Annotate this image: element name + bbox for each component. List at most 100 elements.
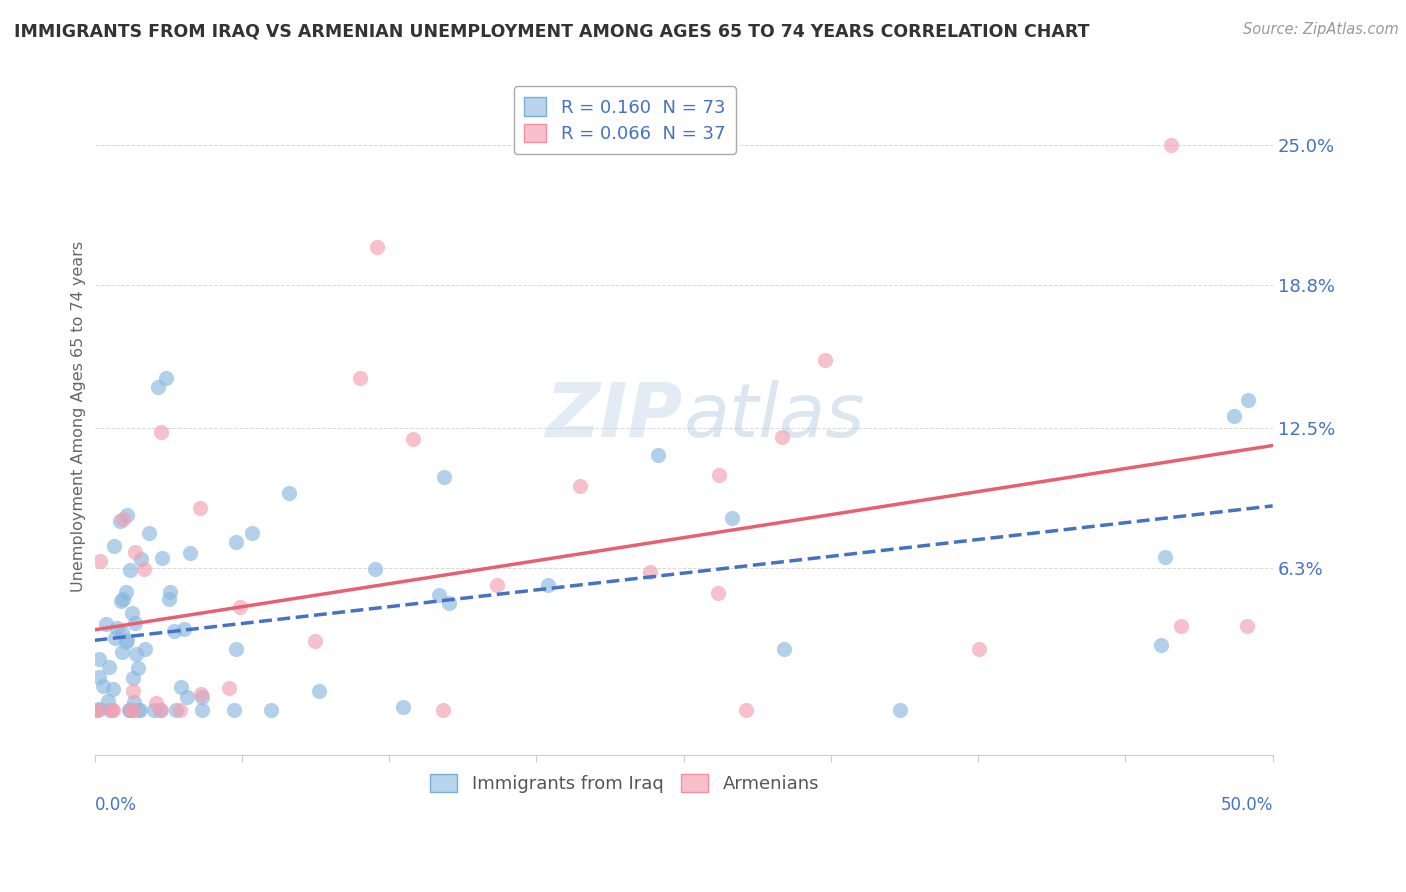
Point [304,634,326,648]
Point [391,699,413,714]
Point [89,554,111,568]
Point [96,616,118,631]
Point [647,448,669,462]
Point [433,470,456,484]
Point [117,508,139,522]
Point [157,592,180,607]
Point [115,584,138,599]
Point [1170,618,1192,632]
Point [773,642,796,657]
Point [735,703,758,717]
Point [308,684,330,698]
Point [103,703,125,717]
Point [427,588,450,602]
Point [118,563,141,577]
Point [402,432,425,446]
Point [707,586,730,600]
Point [145,696,167,710]
Point [146,380,169,394]
Point [486,578,509,592]
Text: 0.0%: 0.0% [94,796,136,814]
Point [150,550,173,565]
Point [97,660,120,674]
Point [568,478,591,492]
Point [127,703,149,717]
Text: Source: ZipAtlas.com: Source: ZipAtlas.com [1243,22,1399,37]
Point [98,703,121,717]
Point [1237,392,1260,407]
Legend: Immigrants from Iraq, Armenians: Immigrants from Iraq, Armenians [423,767,827,800]
Point [225,535,247,549]
Point [127,660,149,674]
Point [967,642,990,657]
Point [159,585,181,599]
Point [770,429,793,443]
Point [120,703,142,717]
Point [120,703,142,717]
Point [1154,549,1177,564]
Point [86,703,108,717]
Point [638,565,661,579]
Point [101,682,124,697]
Text: 50.0%: 50.0% [1220,796,1272,814]
Point [364,562,387,576]
Point [537,578,560,592]
Point [142,703,165,717]
Point [121,671,143,685]
Point [1160,138,1182,153]
Point [115,632,138,647]
Point [111,625,134,640]
Point [115,635,138,649]
Point [86,703,108,717]
Point [110,594,132,608]
Point [260,703,283,717]
Point [439,596,461,610]
Point [117,703,139,717]
Point [191,690,214,704]
Point [1236,619,1258,633]
Point [889,703,911,717]
Point [122,683,145,698]
Point [814,352,837,367]
Point [86,703,108,717]
Point [134,641,156,656]
Point [120,703,142,717]
Point [138,525,160,540]
Point [229,599,252,614]
Point [132,562,155,576]
Point [97,694,120,708]
Point [149,703,172,717]
Point [349,371,371,385]
Point [190,703,212,717]
Point [131,552,153,566]
Point [190,687,212,701]
Point [87,652,110,666]
Point [111,591,134,606]
Point [173,622,195,636]
Text: atlas: atlas [683,380,865,452]
Point [149,425,172,439]
Text: IMMIGRANTS FROM IRAQ VS ARMENIAN UNEMPLOYMENT AMONG AGES 65 TO 74 YEARS CORRELAT: IMMIGRANTS FROM IRAQ VS ARMENIAN UNEMPLO… [14,22,1090,40]
Point [110,514,132,528]
Point [218,681,240,695]
Point [709,467,731,482]
Point [179,546,201,560]
Point [103,539,125,553]
Point [176,690,198,704]
Point [225,641,247,656]
Point [169,703,191,717]
Point [1149,638,1171,652]
Point [124,545,146,559]
Point [224,703,246,717]
Point [121,606,143,620]
Point [188,501,211,516]
Point [240,525,263,540]
Point [122,703,145,717]
Point [105,621,128,635]
Y-axis label: Unemployment Among Ages 65 to 74 years: Unemployment Among Ages 65 to 74 years [72,241,86,592]
Point [101,703,124,717]
Point [89,670,111,684]
Point [432,703,454,717]
Point [124,615,146,630]
Point [163,624,186,639]
